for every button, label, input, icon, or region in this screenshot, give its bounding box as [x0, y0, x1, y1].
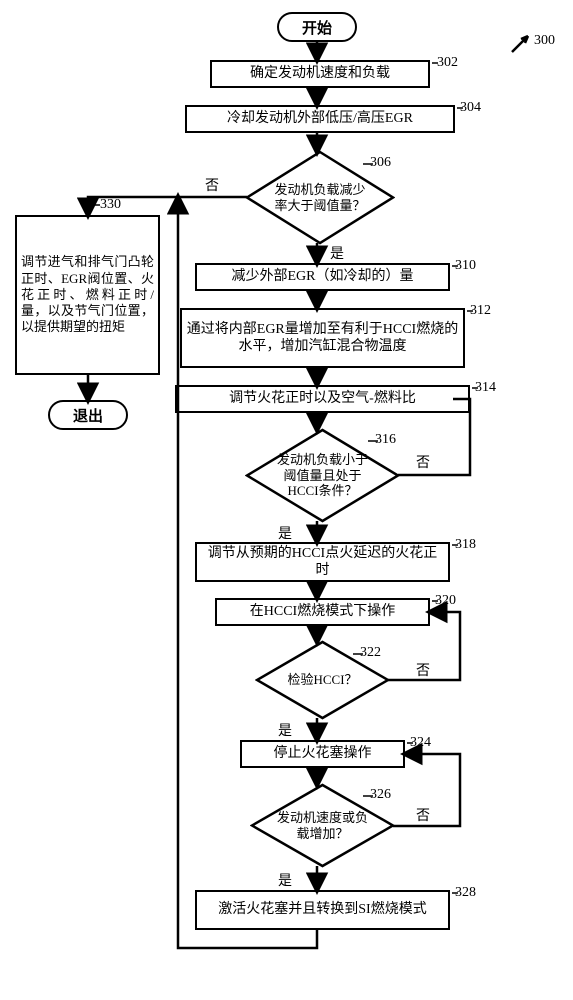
flowchart-canvas: 300 开始 确定发动机速度和负载 302 冷却发动机外部低压/高压EGR 30…	[0, 0, 573, 1000]
connectors	[0, 0, 573, 1000]
